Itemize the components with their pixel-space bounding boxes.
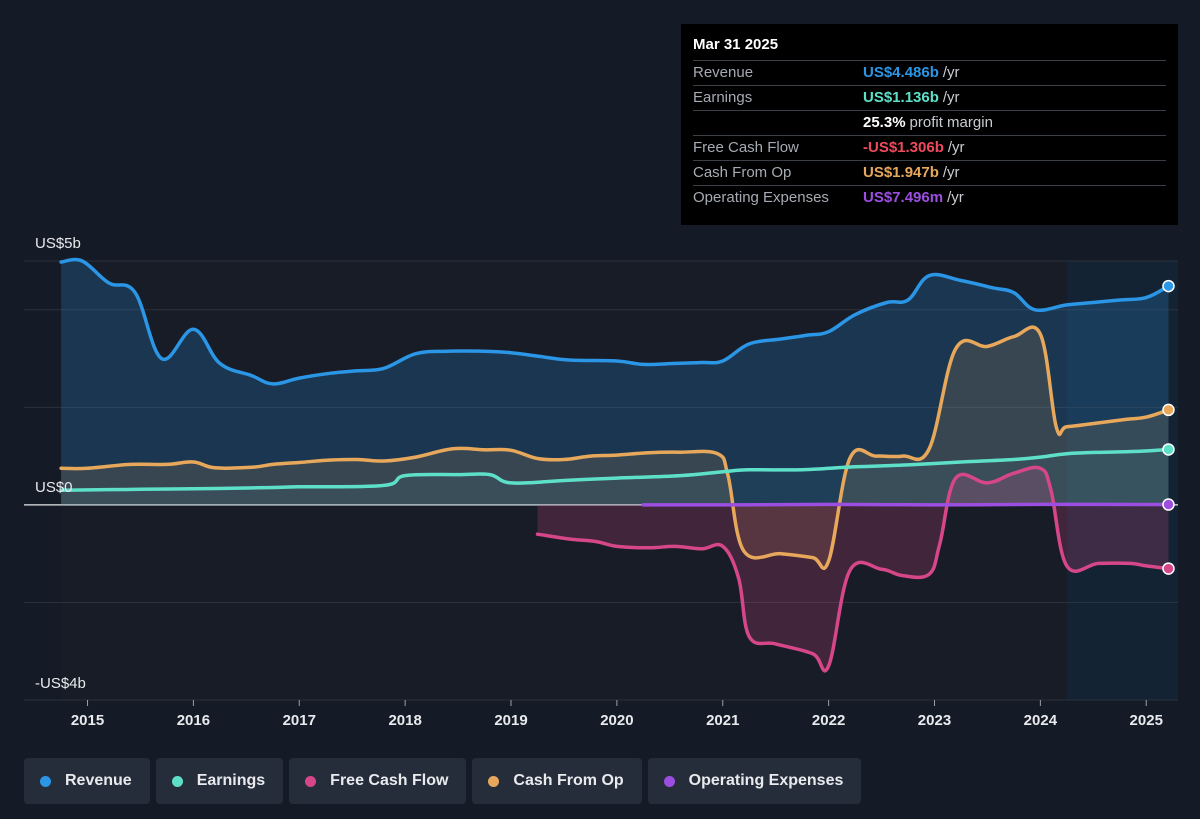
x-tick-label: 2025 [1130,712,1163,729]
legend-dot-icon [305,775,317,787]
legend-label: Earnings [196,772,266,789]
tooltip-row: Operating Expenses US$7.496m/yr [693,185,1166,210]
cash-from-op-area [61,327,1169,569]
earnings-area [61,449,1169,505]
series-lines [59,257,1171,673]
tooltip-row-unit: /yr [942,164,960,181]
earnings-end-marker [1162,443,1175,456]
legend-label: Operating Expenses [688,772,844,789]
tooltip-row-label: Earnings [693,89,753,106]
series-end-markers [1162,279,1175,575]
y-label-top: US$5b [35,235,81,252]
free-cash-flow-area [537,467,1169,671]
tooltip-row-label: Cash From Op [693,164,792,181]
series-areas [61,259,1169,671]
legend-dot-icon [40,775,51,787]
legend-item-cash-from-op[interactable]: Cash From Op [472,758,642,804]
earnings-line [59,447,1171,493]
revenue-area [61,259,1169,505]
tooltip-date: Mar 31 2025 [693,36,779,53]
x-tick-label: 2016 [177,712,210,729]
tooltip-row-value: -US$1.306b [863,139,944,156]
tooltip-row: 25.3% profit margin [693,110,1166,135]
legend-item-revenue[interactable]: Revenue [24,758,150,804]
x-tick-label: 2021 [706,712,739,729]
x-tick-label: 2020 [600,712,633,729]
tooltip-row-unit: /yr [947,189,964,206]
operating-expenses-line [641,502,1171,507]
legend: Revenue Earnings Free Cash Flow Cash From O… [24,758,862,804]
x-tick-label: 2017 [283,712,316,729]
cash-from-op-line [59,325,1171,570]
x-tick-label: 2015 [71,712,104,729]
tooltip-row-label: Free Cash Flow [693,139,799,156]
hover-tooltip: Mar 31 2025 Revenue US$4.486b/yr Earnings U… [681,24,1178,225]
tooltip-row-value: US$7.496m [863,189,944,206]
tooltip-row-value: 25.3% [863,114,906,131]
x-tick-label: 2023 [918,712,951,729]
y-label-bottom: -US$4b [35,675,86,692]
tooltip-row: Free Cash Flow -US$1.306b/yr [693,135,1166,160]
legend-item-operating-expenses[interactable]: Operating Expenses [647,758,862,804]
operating-expenses-end-marker [1162,498,1175,511]
legend-label: Free Cash Flow [330,772,449,789]
tooltip-row: Revenue US$4.486b/yr [693,60,1166,85]
revenue-line [59,257,1171,386]
tooltip-row-value: US$1.136b [863,89,939,106]
legend-dot-icon [663,775,675,787]
legend-dot-icon [488,775,500,787]
x-tick-label: 2022 [812,712,845,729]
tooltip-row: Earnings US$1.136b/yr [693,85,1166,110]
y-label-zero: US$0 [35,479,73,496]
tooltip-rows: Revenue US$4.486b/yr Earnings US$1.136b/yr 2… [693,60,1166,210]
legend-item-earnings[interactable]: Earnings [155,758,284,804]
tooltip-row-value: US$4.486b [863,64,939,81]
legend-item-free-cash-flow[interactable]: Free Cash Flow [289,758,467,804]
tooltip-row: Cash From Op US$1.947b/yr [693,160,1166,185]
legend-dot-icon [171,775,183,787]
tooltip-row-unit: profit margin [909,114,993,131]
x-tick-label: 2018 [388,712,421,729]
free-cash-flow-line [535,465,1171,673]
recent-period-highlight [1066,261,1178,700]
tooltip-row-unit: /yr [947,139,965,156]
tooltip-row-label: Operating Expenses [693,189,829,206]
x-axis-ticks: 2015 2016 2017 2018 2019 2020 2021 2022 2023 2024… [71,700,1163,729]
tooltip-row-unit: /yr [942,64,960,81]
legend-label: Cash From Op [513,772,624,789]
x-tick-label: 2024 [1024,712,1058,729]
x-tick-label: 2019 [494,712,527,729]
tooltip-row-label: Revenue [693,64,754,81]
revenue-end-marker [1162,279,1175,293]
tooltip-row-value: US$1.947b [863,164,939,181]
cash-from-op-end-marker [1162,403,1175,417]
legend-label: Revenue [65,772,132,789]
tooltip-row-unit: /yr [942,89,960,106]
free-cash-flow-end-marker [1162,562,1175,575]
